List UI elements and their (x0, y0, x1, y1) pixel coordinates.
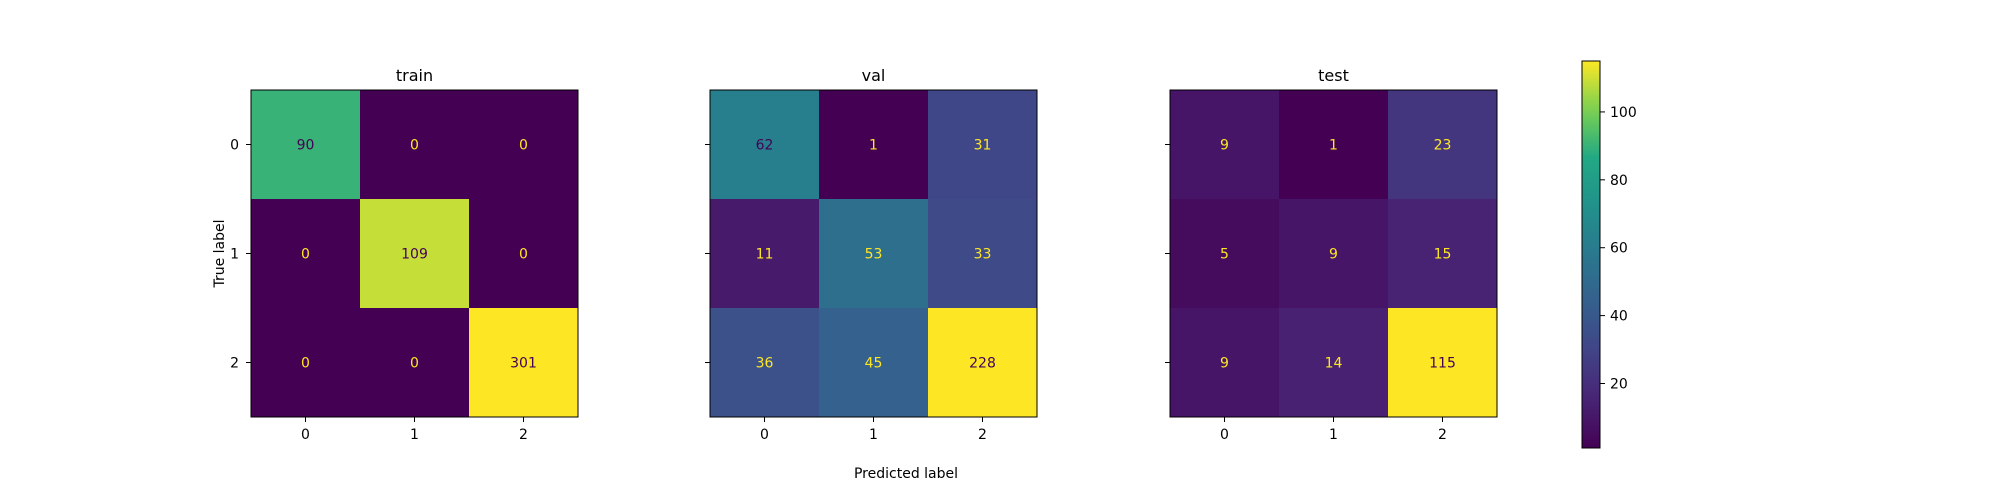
x-tick-label: 2 (978, 427, 987, 443)
x-tick-label: 1 (869, 427, 878, 443)
matrix-cell (1170, 308, 1280, 418)
colorbar-bar (1581, 60, 1601, 449)
y-tick-label: 2 (230, 356, 239, 372)
matrix-cell (819, 199, 929, 309)
y-tick-label: 0 (230, 138, 239, 154)
cell-value-label: 33 (974, 247, 992, 263)
matrix-cell (1388, 199, 1498, 309)
colorbar: 20 40 60 80 100 (1581, 60, 1637, 449)
x-axis-label: Predicted label (854, 466, 958, 482)
panel-title: train (396, 66, 433, 85)
cell-value-label: 0 (410, 356, 419, 372)
x-tick-label: 2 (1438, 427, 1447, 443)
matrix-panel-train: 90 0 0 0 109 0 0 0 301 train 0 1 2 0 1 2 (230, 66, 579, 443)
cell-value-label: 115 (1429, 356, 1456, 372)
matrix-cell (469, 308, 579, 418)
cell-value-label: 62 (756, 138, 774, 154)
colorbar-tick-label: 100 (1610, 105, 1637, 121)
matrix-cell (928, 199, 1038, 309)
matrix-cell (819, 308, 929, 418)
x-tick-label: 1 (1329, 427, 1338, 443)
matrix-cell (1170, 90, 1280, 200)
x-tick-label: 2 (519, 427, 528, 443)
cell-value-label: 53 (865, 247, 883, 263)
cell-value-label: 1 (869, 138, 878, 154)
colorbar-tick-label: 40 (1610, 309, 1628, 325)
matrix-cell (819, 90, 929, 200)
matrix-cell (251, 199, 361, 309)
cell-value-label: 0 (519, 138, 528, 154)
cell-value-label: 109 (401, 247, 428, 263)
x-tick-label: 0 (1220, 427, 1229, 443)
matrix-cell (710, 199, 820, 309)
cell-value-label: 36 (756, 356, 774, 372)
matrix-cell (1279, 199, 1389, 309)
colorbar-tick-label: 20 (1610, 377, 1628, 393)
cell-value-label: 11 (756, 247, 774, 263)
matrix-cell (360, 199, 470, 309)
matrix-cell (251, 308, 361, 418)
cell-value-label: 1 (1329, 138, 1338, 154)
matrix-cell (251, 90, 361, 200)
matrix-cell (1279, 308, 1389, 418)
cell-value-label: 0 (301, 356, 310, 372)
colorbar-tick-label: 60 (1610, 241, 1628, 257)
matrix-cell (928, 90, 1038, 200)
matrix-cell (710, 308, 820, 418)
matrix-cell (360, 308, 470, 418)
cell-value-label: 23 (1434, 138, 1452, 154)
cell-value-label: 45 (865, 356, 883, 372)
matrix-cell (469, 90, 579, 200)
y-axis-label: True label (212, 219, 228, 288)
cell-value-label: 301 (510, 356, 537, 372)
cell-value-label: 0 (410, 138, 419, 154)
cell-value-label: 9 (1220, 138, 1229, 154)
cell-value-label: 15 (1434, 247, 1452, 263)
panel-title: val (862, 66, 886, 85)
cell-value-label: 0 (301, 247, 310, 263)
cell-value-label: 14 (1325, 356, 1343, 372)
cell-value-label: 9 (1220, 356, 1229, 372)
x-tick-label: 0 (301, 427, 310, 443)
x-tick-label: 1 (410, 427, 419, 443)
matrix-cell (710, 90, 820, 200)
matrix-cell (469, 199, 579, 309)
colorbar-tick-label: 80 (1610, 173, 1628, 189)
cell-value-label: 5 (1220, 247, 1229, 263)
matrix-panel-test: 9 1 23 5 9 15 9 14 115 test 0 1 2 (1165, 66, 1498, 443)
panel-title: test (1318, 66, 1349, 85)
matrix-cell (1388, 308, 1498, 418)
matrix-cell (1279, 90, 1389, 200)
cell-value-label: 90 (297, 138, 315, 154)
matrix-cell (1170, 199, 1280, 309)
matrix-panel-val: 62 1 31 11 53 33 36 45 228 val 0 1 2 (705, 66, 1038, 443)
cell-value-label: 31 (974, 138, 992, 154)
matrix-cell (360, 90, 470, 200)
matrix-cell (928, 308, 1038, 418)
cell-value-label: 228 (969, 356, 996, 372)
cell-value-label: 0 (519, 247, 528, 263)
matrix-cell (1388, 90, 1498, 200)
x-tick-label: 0 (760, 427, 769, 443)
y-tick-label: 1 (230, 247, 239, 263)
cell-value-label: 9 (1329, 247, 1338, 263)
